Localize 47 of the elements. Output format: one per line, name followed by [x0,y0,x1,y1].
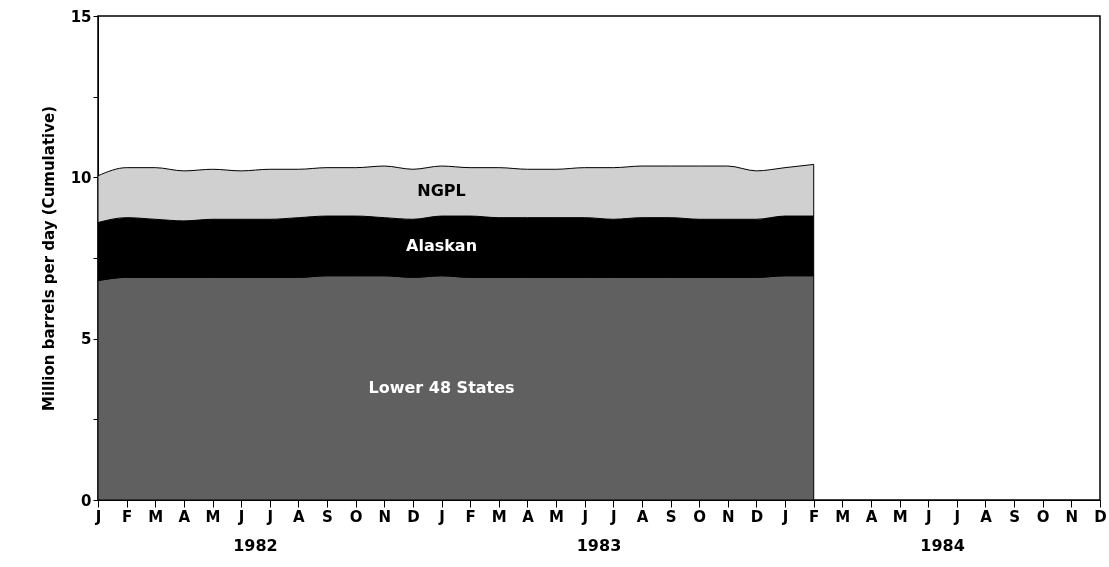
x-tick-label: S [665,507,677,526]
x-tick-label: J [610,507,617,526]
series-label: Lower 48 States [368,377,515,397]
x-tick-label: J [237,507,245,526]
x-tick-label: M [148,507,164,526]
y-axis-title: Million barrels per day (Cumulative) [39,106,58,411]
x-tick-label: J [953,507,961,526]
text: 1982 [233,536,278,555]
x-tick-label: M [835,507,851,526]
text: 1984 [920,536,965,555]
x-tick-label: D [1094,507,1107,526]
x-tick-label: O [1036,507,1050,526]
x-tick-label: D [750,507,764,526]
x-tick-label: F [465,507,476,526]
x-tick-label: J [266,507,274,526]
x-tick-label: J [581,507,588,526]
x-tick-label: F [122,507,133,526]
x-tick-label: O [349,507,363,526]
x-tick-label: A [522,507,535,526]
y-tick-label: 5 [81,330,92,349]
x-tick-label: N [378,507,392,526]
text: 1983 [576,536,622,555]
x-tick-label: J [94,507,102,526]
x-tick-label: M [892,507,908,526]
x-tick-label: O [693,507,707,526]
x-tick-label: A [178,507,191,526]
x-tick-label: A [865,507,878,526]
x-tick-label: A [636,507,649,526]
y-tick-label: 15 [70,7,92,26]
x-tick-label: A [980,507,993,526]
x-tick-label: M [205,507,221,526]
x-tick-label: M [549,507,565,526]
x-tick-label: M [491,507,507,526]
x-tick-label: J [924,507,932,526]
x-tick-label: N [722,507,735,526]
x-tick-label: S [322,507,333,526]
x-tick-label: A [293,507,306,526]
y-tick-label: 10 [70,168,92,187]
x-tick-label: J [781,507,789,526]
y-tick-label: 0 [81,491,92,510]
x-tick-label: D [407,507,420,526]
x-tick-label: J [438,507,445,526]
x-tick-label: F [809,507,820,526]
series-label: Alaskan [406,235,478,255]
x-tick-label: N [1065,507,1079,526]
x-tick-label: S [1009,507,1021,526]
series-label: NGPL [417,181,466,201]
